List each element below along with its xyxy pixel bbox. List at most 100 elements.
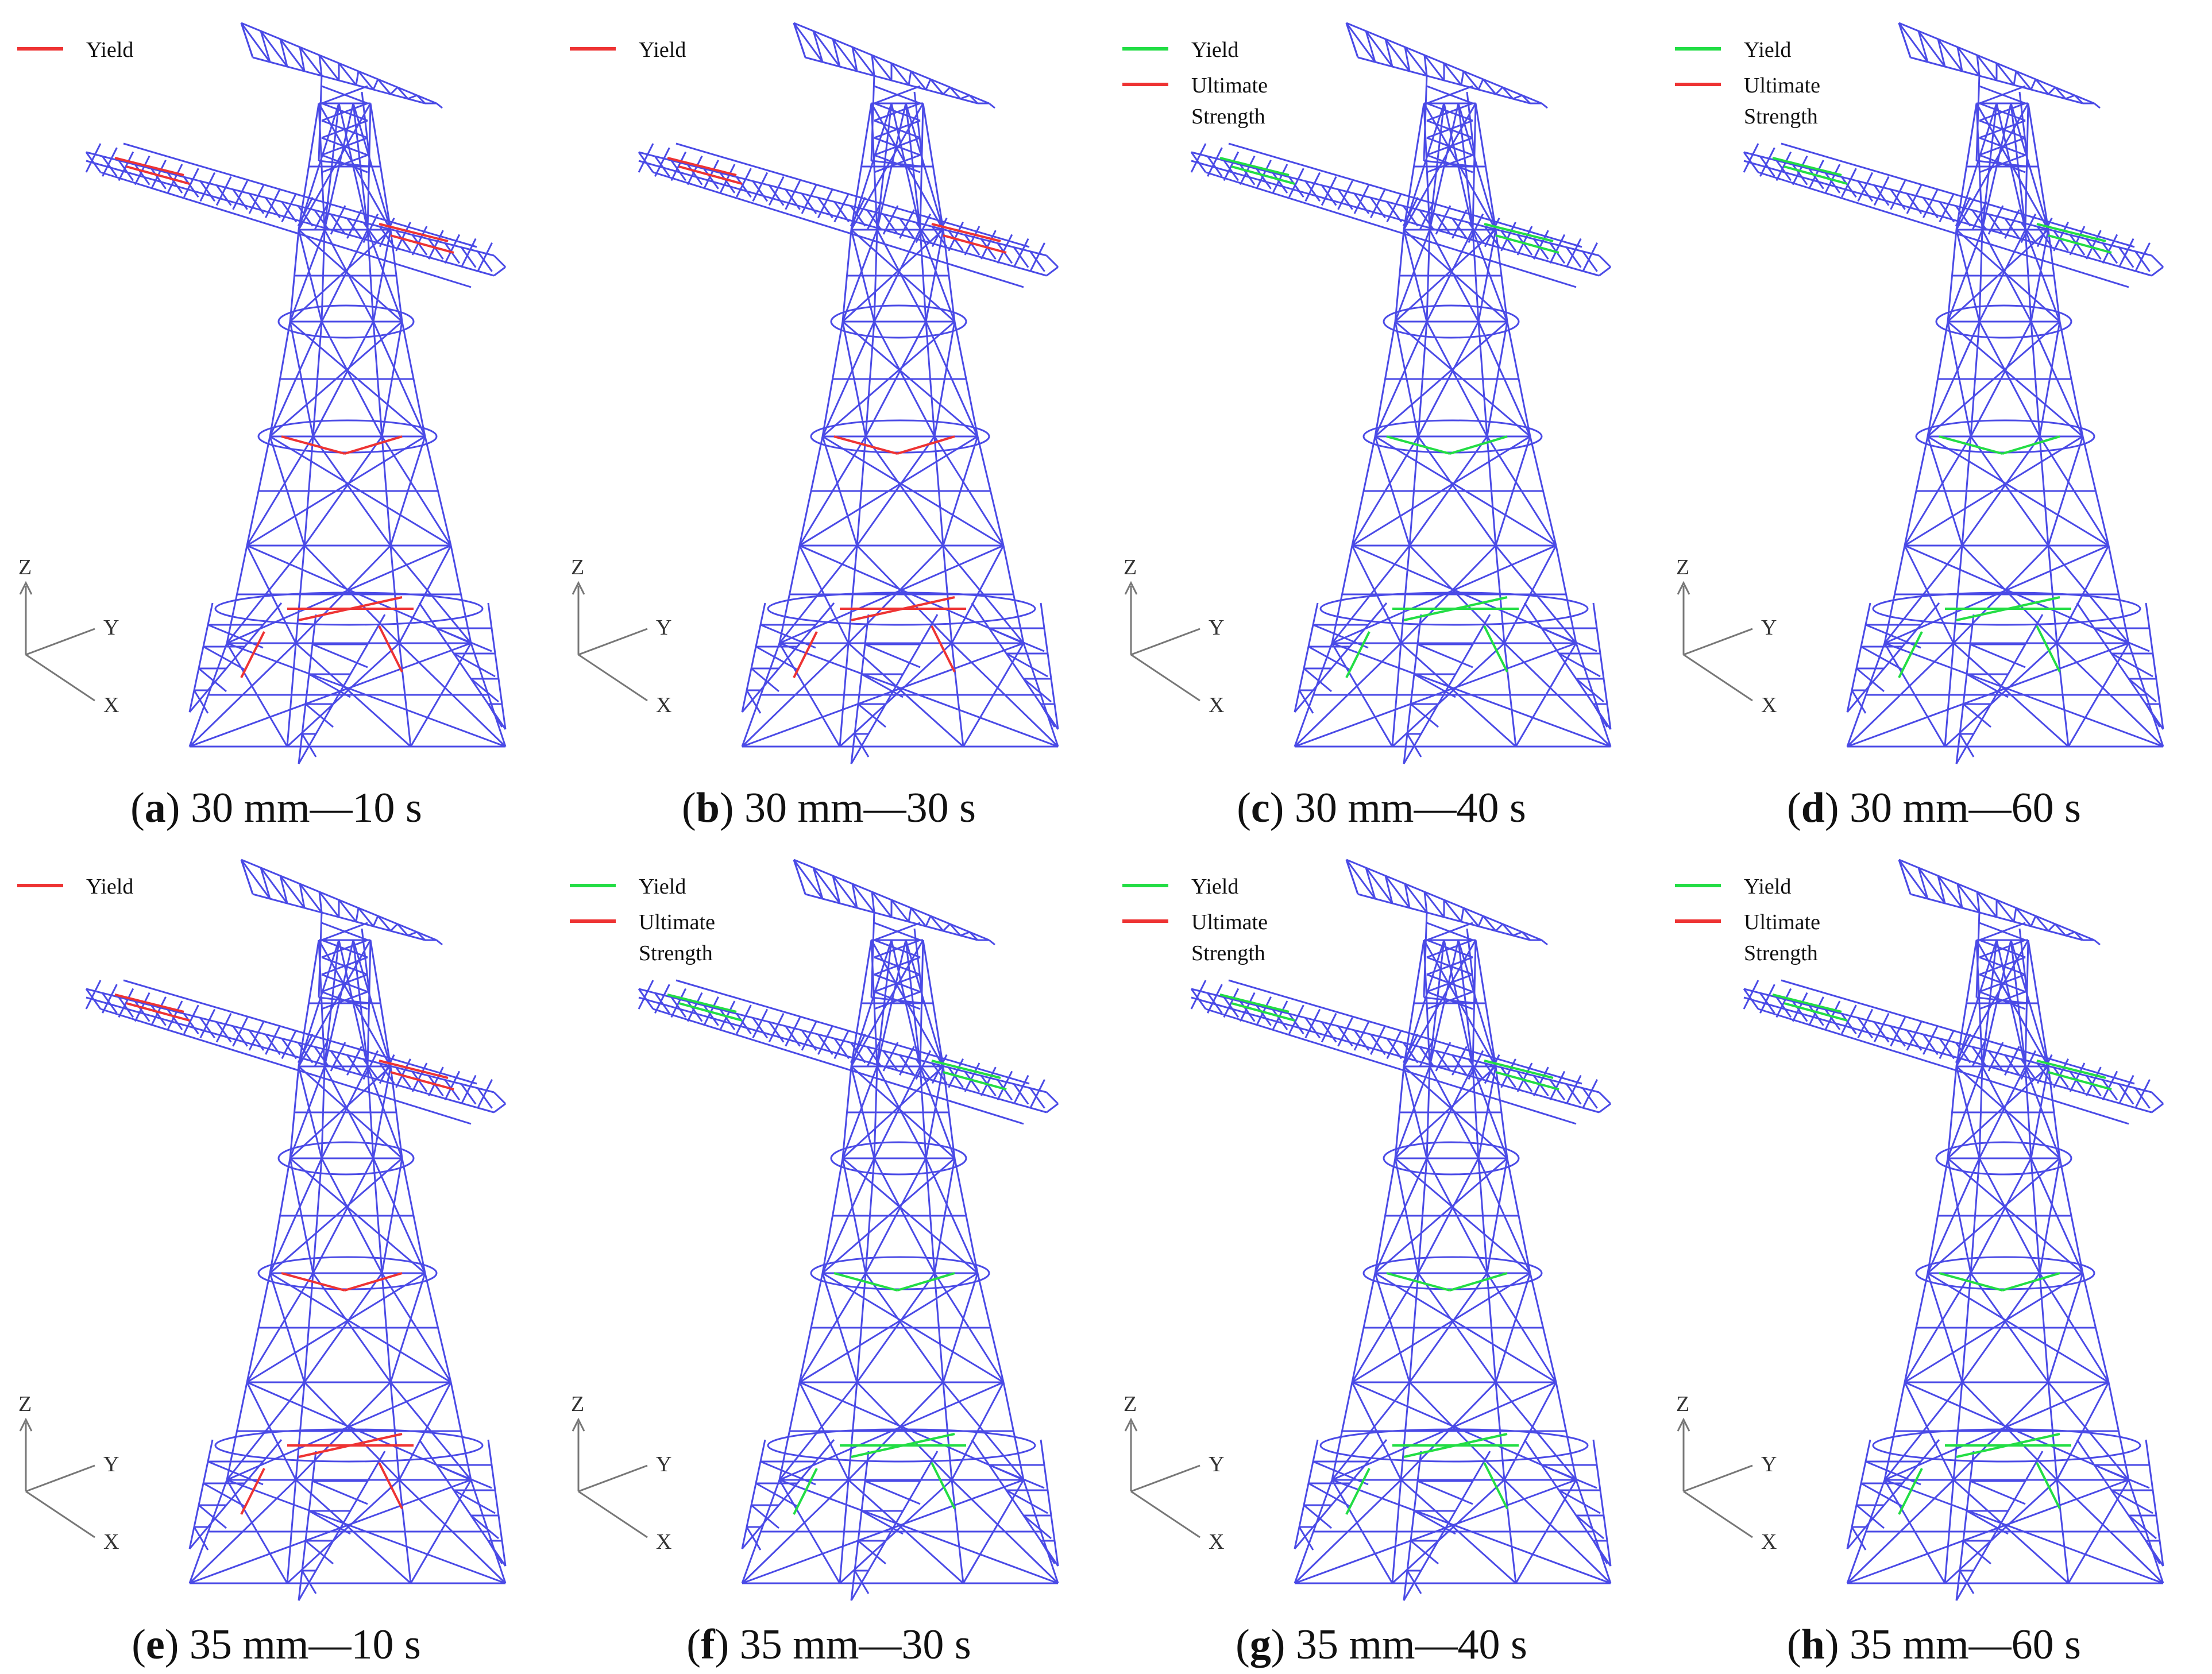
panel-a: Z Y X Yield (a) 30 mm—10 s [0, 0, 553, 837]
legend-label: Yield [1744, 875, 1792, 899]
axis-triad [1124, 581, 1200, 702]
panel-letter: f [700, 1621, 715, 1668]
yielded-members [667, 993, 1007, 1515]
tower-lattice [85, 22, 507, 764]
axis-label-x: X [1209, 693, 1224, 717]
legend-label: Ultimate Strength [639, 910, 715, 965]
tower-diagram: Z Y X [1124, 22, 1612, 764]
legend-label: Ultimate Strength [1191, 910, 1268, 965]
yielded-members [1772, 993, 2112, 1515]
axis-label-z: Z [18, 555, 32, 579]
yielded-members [114, 157, 454, 678]
panel-caption: (a) 30 mm—10 s [130, 784, 422, 832]
legend-swatch [17, 884, 63, 887]
yielded-members [1219, 993, 1559, 1515]
tower-diagram: Z Y X [18, 22, 507, 764]
yielded-members [1772, 157, 2112, 678]
legend-item: Ultimate Strength [1675, 70, 1870, 132]
panel-label: 35 mm—60 s [1850, 1621, 2081, 1668]
panel-label: 30 mm—10 s [190, 784, 422, 832]
axis-label-x: X [103, 693, 119, 717]
tower-diagram: Z Y X [18, 859, 507, 1601]
axis-label-z: Z [1124, 555, 1137, 579]
tower-lattice [638, 22, 1059, 764]
legend-item: Yield [1675, 871, 1870, 902]
axis-label-y: Y [1761, 616, 1777, 640]
legend-label: Ultimate Strength [1744, 910, 1820, 965]
legend-swatch [1675, 884, 1721, 887]
axis-label-z: Z [18, 1392, 32, 1416]
yielded-members [1219, 157, 1559, 678]
panel-letter: d [1801, 784, 1825, 832]
axis-label-z: Z [571, 1392, 584, 1416]
axis-triad [1124, 1417, 1200, 1538]
axis-triad [1677, 581, 1753, 702]
tower-diagram: Z Y X [571, 859, 1059, 1601]
axis-label-z: Z [1676, 1392, 1689, 1416]
axis-label-x: X [656, 1530, 671, 1554]
legend-swatch [1675, 919, 1721, 923]
panel-letter: e [145, 1621, 165, 1668]
legend-swatch [570, 884, 616, 887]
axis-label-y: Y [1209, 1452, 1224, 1476]
yielded-members [667, 157, 1007, 678]
axis-label-z: Z [1124, 1392, 1137, 1416]
legend-item: Ultimate Strength [570, 907, 765, 969]
legend-item: Yield [1675, 34, 1870, 65]
tower-lattice [1743, 22, 2164, 764]
panel-letter: a [144, 784, 166, 832]
axis-label-y: Y [656, 616, 671, 640]
panel-caption: (h) 35 mm—60 s [1787, 1621, 2081, 1668]
axis-label-x: X [1209, 1530, 1224, 1554]
legend-swatch [1122, 884, 1168, 887]
legend-swatch [1122, 83, 1168, 86]
panel-d: Z Y X Yield Ultimate Strength (d) 30 mm—60 s [1658, 0, 2210, 837]
panel-letter: h [1801, 1621, 1825, 1668]
axis-label-x: X [1761, 693, 1777, 717]
legend-item: Yield [570, 871, 765, 902]
legend-label: Yield [1191, 38, 1239, 62]
axis-label-z: Z [1676, 555, 1689, 579]
tower-diagram: Z Y X [1676, 859, 2164, 1601]
legend: Yield Ultimate Strength [1675, 871, 1870, 973]
tower-diagram: Z Y X [1124, 859, 1612, 1601]
panel-c: Z Y X Yield Ultimate Strength (c) 30 mm—40 s [1105, 0, 1658, 837]
axis-triad [19, 1417, 95, 1538]
panel-caption: (e) 35 mm—10 s [132, 1621, 421, 1668]
legend: Yield Ultimate Strength [570, 871, 765, 973]
panel-b: Z Y X Yield (b) 30 mm—30 s [553, 0, 1105, 837]
tower-lattice [638, 859, 1059, 1601]
panel-letter: c [1250, 784, 1270, 832]
legend-label: Yield [86, 875, 134, 899]
legend-item: Yield [1122, 871, 1318, 902]
panel-label: 35 mm—30 s [739, 1621, 971, 1668]
legend-label: Ultimate Strength [1744, 74, 1820, 129]
legend-swatch [570, 47, 616, 51]
panel-label: 30 mm—60 s [1850, 784, 2081, 832]
legend-swatch [570, 919, 616, 923]
axis-label-z: Z [571, 555, 584, 579]
panel-caption: (f) 35 mm—30 s [686, 1621, 971, 1668]
axis-triad [572, 1417, 648, 1538]
legend-item: Ultimate Strength [1122, 70, 1318, 132]
legend: Yield [17, 34, 133, 70]
axis-triad [1677, 1417, 1753, 1538]
yielded-members [114, 993, 454, 1515]
legend-label: Ultimate Strength [1191, 74, 1268, 129]
panel-label: 30 mm—40 s [1294, 784, 1526, 832]
axis-label-y: Y [103, 1452, 119, 1476]
tower-lattice [85, 859, 507, 1601]
axis-triad [572, 581, 648, 702]
legend-item: Yield [570, 34, 686, 65]
panel-label: 35 mm—10 s [189, 1621, 421, 1668]
axis-label-x: X [656, 693, 671, 717]
legend-swatch [1122, 919, 1168, 923]
legend: Yield Ultimate Strength [1122, 34, 1318, 137]
legend-swatch [17, 47, 63, 51]
legend-swatch [1122, 47, 1168, 51]
legend-item: Yield [17, 34, 133, 65]
panel-caption: (c) 30 mm—40 s [1237, 784, 1526, 832]
panel-caption: (d) 30 mm—60 s [1787, 784, 2081, 832]
legend-item: Yield [1122, 34, 1318, 65]
legend: Yield Ultimate Strength [1122, 871, 1318, 973]
